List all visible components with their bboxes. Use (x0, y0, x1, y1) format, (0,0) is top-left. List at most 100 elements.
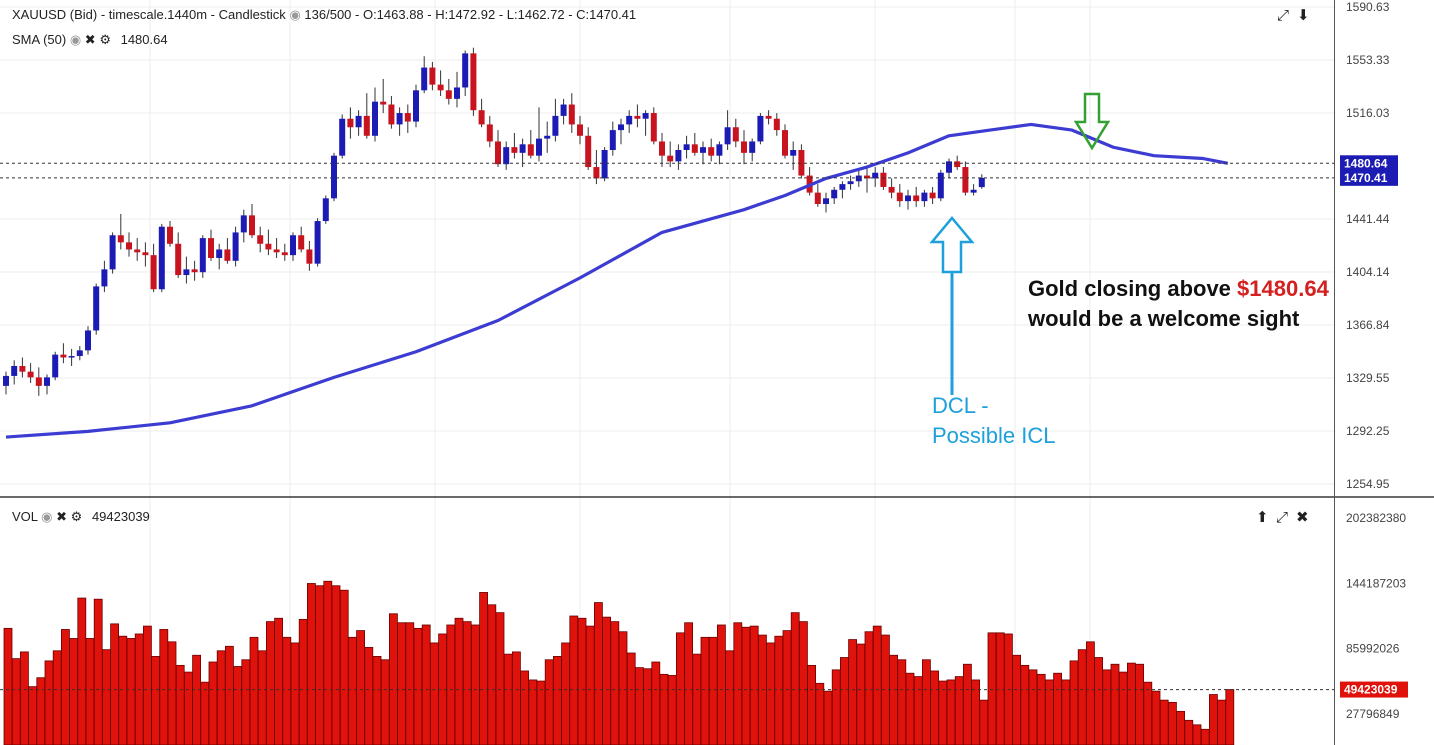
candle-body (363, 115, 370, 136)
candle-body (577, 124, 583, 136)
volume-bar (930, 670, 939, 745)
candle-body (847, 181, 854, 185)
candle-body (93, 286, 100, 331)
volume-bar (864, 631, 874, 745)
volume-bar (1110, 663, 1120, 745)
symbol-title: XAUUSD (Bid) - timescale.1440m - Candles… (12, 7, 286, 22)
candle-body (839, 184, 846, 190)
price-tag (1340, 169, 1398, 186)
candle-body (929, 192, 936, 199)
price-axis-tick-label: 1292.25 (1346, 424, 1390, 438)
volume-bar (840, 657, 849, 745)
volume-bar (717, 624, 726, 745)
volume-bar (1184, 719, 1194, 745)
candle-body (601, 149, 608, 179)
candle-body (765, 115, 772, 119)
volume-bar (1143, 681, 1153, 745)
volume-bar (651, 661, 661, 745)
dcl-annotation: DCL - Possible ICL (932, 391, 1056, 451)
volume-bar (167, 641, 177, 745)
close-icon[interactable]: ✖ (84, 33, 96, 48)
close-icon[interactable]: ✖ (1296, 508, 1309, 526)
volume-bar (216, 650, 226, 745)
candle-body (880, 172, 887, 187)
price-axis-tick-label: 1366.84 (1346, 318, 1390, 332)
volume-bar (77, 597, 87, 745)
eye-icon[interactable]: ◉ (289, 8, 301, 23)
price-tag-label: 1480.64 (1344, 156, 1388, 170)
volume-bar (380, 659, 390, 745)
candle-body (117, 235, 124, 243)
expand-icon[interactable]: ⤢ (1277, 6, 1290, 24)
volume-bar (725, 650, 734, 745)
candle-body (396, 113, 403, 125)
volume-bar (241, 659, 251, 745)
volume-bar (11, 658, 21, 745)
expand-icon[interactable]: ⤢ (1276, 508, 1289, 526)
volume-bar (913, 676, 923, 745)
volume-bar (569, 615, 579, 745)
candle-body (257, 235, 264, 244)
volume-bar (208, 661, 218, 745)
candle-body (60, 354, 67, 358)
candle-body (864, 175, 870, 179)
volume-bar (421, 624, 431, 745)
candle-body (527, 144, 534, 156)
volume-bar (306, 583, 316, 745)
price-axis-tick-label: 1516.03 (1346, 106, 1390, 120)
candle-body (306, 249, 313, 264)
volume-bar (1028, 669, 1038, 745)
volume-bar (848, 639, 857, 745)
close-icon[interactable]: ✖ (56, 510, 68, 525)
gold-annotation-price: $1480.64 (1237, 276, 1329, 301)
candle-body (109, 235, 116, 270)
volume-bar (429, 642, 439, 745)
eye-icon[interactable]: ◉ (41, 510, 53, 525)
candle-body (650, 113, 657, 142)
eye-icon[interactable]: ◉ (69, 33, 82, 48)
volume-bar (110, 623, 119, 745)
candle-body (798, 149, 805, 176)
volume-bar (290, 642, 300, 745)
candle-body (240, 215, 247, 233)
volume-bar (1200, 728, 1210, 745)
candle-body (683, 144, 690, 150)
volume-bar (495, 612, 505, 745)
candle-body (708, 147, 715, 156)
candle-body (568, 104, 575, 125)
volume-bar (585, 625, 595, 745)
candle-body (700, 147, 706, 153)
volume-bar (922, 659, 931, 745)
volume-bar (676, 632, 685, 745)
gear-icon[interactable]: ⚙ (99, 33, 111, 48)
candle-body (495, 141, 501, 165)
volume-bar (1069, 660, 1079, 745)
candle-body (667, 155, 674, 162)
volume-bar (93, 598, 103, 745)
volume-bar (388, 613, 398, 745)
volume-bar (1118, 671, 1128, 745)
candle-body (265, 243, 272, 250)
volume-bar (3, 627, 13, 745)
candle-body (126, 242, 132, 250)
candle-body (372, 101, 378, 136)
candle-body (888, 186, 895, 193)
gear-icon[interactable]: ⚙ (70, 510, 83, 525)
candle-body (298, 235, 305, 250)
volume-bar (905, 672, 915, 745)
volume-bar (36, 677, 46, 745)
volume-bar (1094, 657, 1103, 745)
candle-body (896, 192, 903, 202)
candle-body (454, 87, 460, 99)
candle-body (626, 115, 633, 125)
gold-annotation: Gold closing above $1480.64 would be a w… (1028, 274, 1329, 334)
volume-bar (1077, 649, 1087, 745)
arrow-up-icon[interactable]: ⬆ (1256, 508, 1269, 526)
volume-tag (1340, 681, 1408, 698)
volume-bar (938, 680, 948, 745)
candle-body (437, 84, 444, 91)
arrow-down-icon[interactable]: ⬇ (1297, 6, 1310, 24)
candle-body (388, 104, 395, 125)
price-tag (1340, 155, 1398, 172)
